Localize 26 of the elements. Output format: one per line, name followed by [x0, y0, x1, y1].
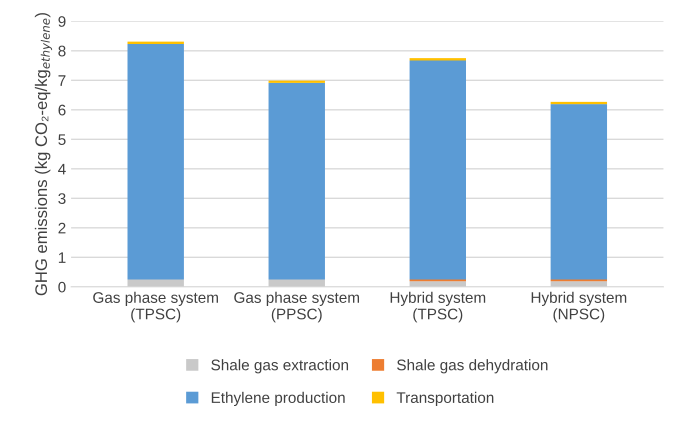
legend-label: Shale gas extraction — [211, 359, 348, 374]
y-tick-label: 1 — [58, 252, 66, 263]
y-tick-label: 3 — [58, 193, 66, 204]
bar — [128, 279, 184, 287]
y-tick-label: 7 — [58, 75, 66, 86]
bar — [410, 60, 466, 280]
y-tick-label: 2 — [58, 222, 66, 234]
y-tick-label: 8 — [58, 46, 66, 56]
bar — [550, 104, 608, 280]
x-tick-label: Hybrid system (NPSC) — [532, 292, 626, 322]
y-tick-label: 9 — [58, 16, 66, 27]
y-axis-title: GHG emissions (kg CO₂-eq/kg$_{ethylene}$) — [34, 13, 52, 296]
x-tick-label: Gas phase system (PPSC) — [234, 292, 360, 322]
bar — [268, 82, 325, 280]
legend-label: Ethylene production — [212, 392, 345, 406]
x-tick-label: Hybrid system (TPSC) — [390, 292, 486, 322]
bar — [128, 44, 184, 280]
bar — [410, 58, 466, 61]
y-tick-label: 6 — [58, 104, 66, 116]
legend-label: Transportation — [396, 392, 494, 406]
x-tick-label: Gas phase system (TPSC) — [93, 292, 218, 322]
y-tick-label: 0 — [58, 282, 66, 293]
legend-label: Shale gas dehydration — [397, 359, 548, 374]
bar — [268, 279, 325, 287]
y-tick-label: 4 — [58, 164, 66, 174]
y-tick-label: 5 — [58, 134, 66, 145]
